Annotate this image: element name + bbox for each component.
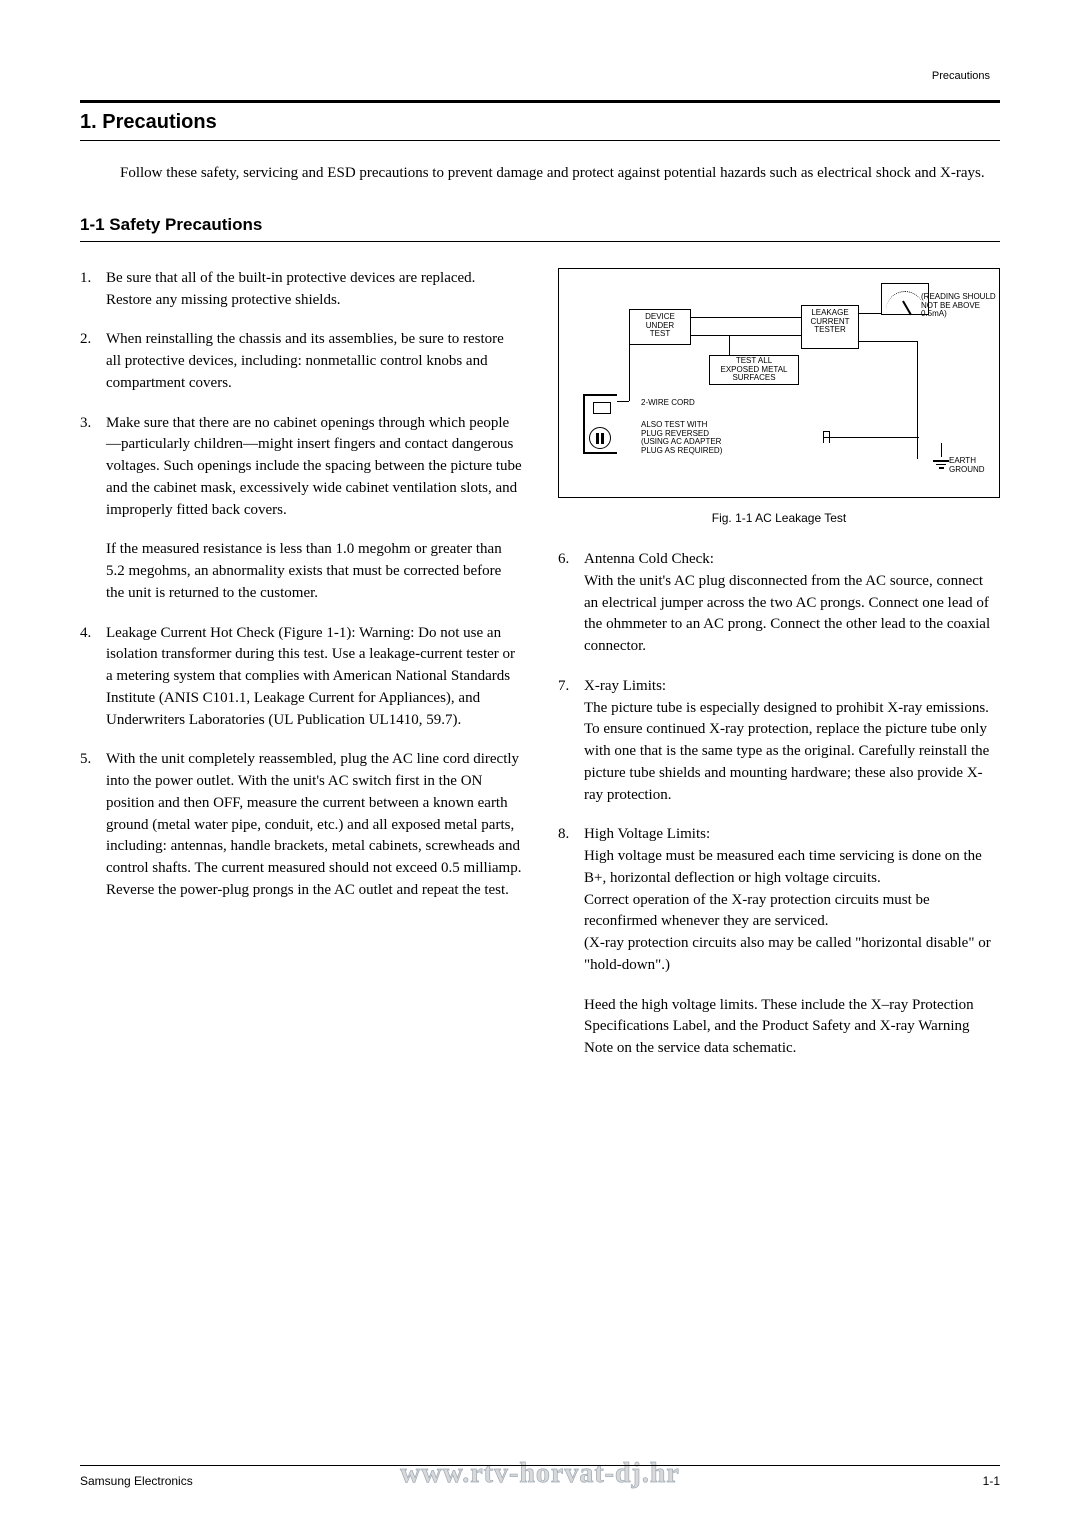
item-text: High Voltage Limits: High voltage must b… [584, 824, 1000, 976]
figure-ac-leakage: DEVICE UNDER TEST LEAKAGE CURRENT TESTER… [558, 268, 1000, 498]
fig-label-device: DEVICE UNDER TEST [633, 313, 687, 339]
item-text: When reinstalling the chassis and its as… [106, 329, 522, 394]
fig-label-earth: EARTH GROUND [949, 457, 993, 475]
list-item: 4. Leakage Current Hot Check (Figure 1-1… [80, 623, 522, 732]
rule-under-subsection [80, 241, 1000, 242]
item-text: Leakage Current Hot Check (Figure 1-1): … [106, 623, 522, 732]
item-number: 8. [558, 824, 584, 976]
item-number: 6. [558, 549, 584, 658]
section-title: 1. Precautions [80, 103, 1000, 140]
page-footer: Samsung Electronics 1-1 [80, 1465, 1000, 1488]
list-item: 2. When reinstalling the chassis and its… [80, 329, 522, 394]
list-item: 5. With the unit completely reassembled,… [80, 749, 522, 901]
list-item: 3. Make sure that there are no cabinet o… [80, 413, 522, 522]
column-left: 1. Be sure that all of the built-in prot… [80, 268, 522, 1078]
intro-paragraph: Follow these safety, servicing and ESD p… [80, 141, 1000, 205]
continuation-paragraph: Heed the high voltage limits. These incl… [584, 995, 1000, 1060]
fig-label-testall: TEST ALL EXPOSED METAL SURFACES [711, 357, 797, 383]
item-text: With the unit completely reassembled, pl… [106, 749, 522, 901]
fig-label-cord: 2-WIRE CORD [641, 399, 711, 408]
item-text: X-ray Limits: The picture tube is especi… [584, 676, 1000, 807]
item-number: 5. [80, 749, 106, 901]
list-item: 8. High Voltage Limits: High voltage mus… [558, 824, 1000, 976]
list-item: 6. Antenna Cold Check: With the unit's A… [558, 549, 1000, 658]
item-number: 3. [80, 413, 106, 522]
footer-left: Samsung Electronics [80, 1474, 193, 1488]
subsection-title: 1-1 Safety Precautions [80, 205, 1000, 241]
fig-label-tester: LEAKAGE CURRENT TESTER [805, 309, 855, 335]
fig-label-reading: (READING SHOULD NOT BE ABOVE 0.5mA) [921, 293, 993, 319]
item-number: 4. [80, 623, 106, 732]
item-number: 1. [80, 268, 106, 312]
list-item: 1. Be sure that all of the built-in prot… [80, 268, 522, 312]
column-right: DEVICE UNDER TEST LEAKAGE CURRENT TESTER… [558, 268, 1000, 1078]
continuation-paragraph: If the measured resistance is less than … [106, 539, 522, 604]
footer-right: 1-1 [983, 1474, 1000, 1488]
item-text: Be sure that all of the built-in protect… [106, 268, 522, 312]
running-header: Precautions [932, 70, 990, 82]
fig-label-also: ALSO TEST WITH PLUG REVERSED (USING AC A… [641, 421, 751, 456]
fig-plug-icon [589, 427, 611, 449]
two-column-body: 1. Be sure that all of the built-in prot… [80, 268, 1000, 1078]
item-text: Antenna Cold Check: With the unit's AC p… [584, 549, 1000, 658]
list-item: 7. X-ray Limits: The picture tube is esp… [558, 676, 1000, 807]
item-text: Make sure that there are no cabinet open… [106, 413, 522, 522]
fig-earth-icon [933, 460, 949, 469]
item-number: 7. [558, 676, 584, 807]
item-number: 2. [80, 329, 106, 394]
figure-caption: Fig. 1-1 AC Leakage Test [558, 510, 1000, 527]
